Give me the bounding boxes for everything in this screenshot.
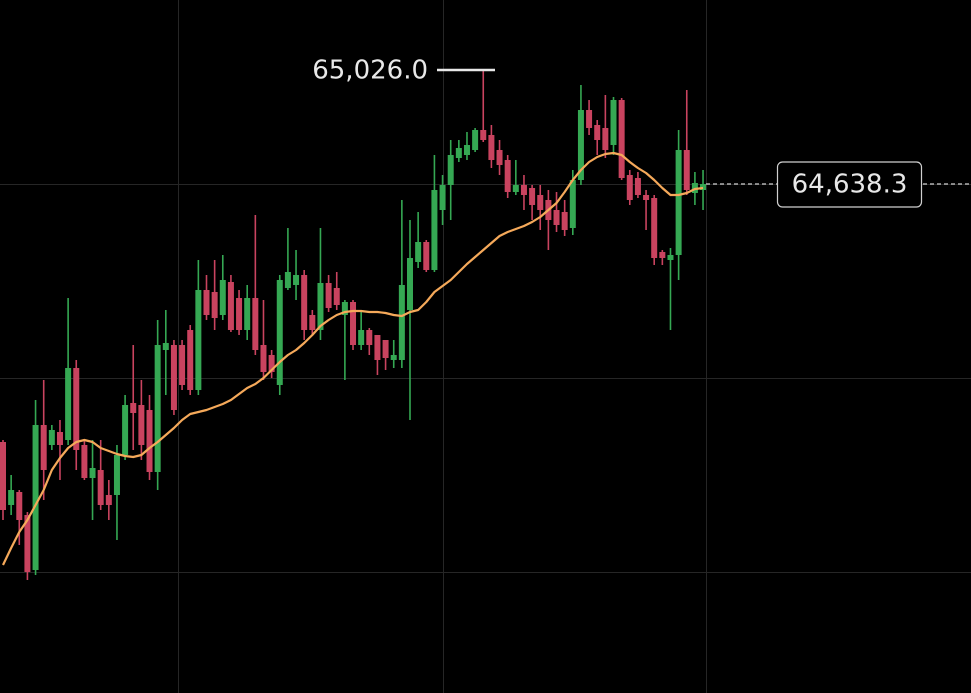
candle-body (586, 110, 593, 128)
candle-body (659, 252, 666, 258)
last-price-box (776, 161, 923, 208)
candle-body (8, 490, 15, 505)
candle-body (284, 272, 291, 288)
candle-body (309, 315, 316, 330)
candle-body (602, 128, 609, 150)
high-marker-label: 65,026.0 (312, 56, 428, 86)
candle-body (439, 185, 446, 210)
candle-body (561, 212, 568, 230)
candle-body (447, 155, 454, 185)
candle-body (268, 355, 275, 372)
candle-body (423, 242, 430, 270)
candle-body (227, 282, 234, 330)
candle-body (577, 110, 584, 180)
candle-body (122, 405, 129, 455)
candle-body (341, 302, 348, 315)
candle-body (569, 180, 576, 228)
candle-body (40, 425, 47, 470)
candle-body (520, 185, 527, 195)
candle-body (0, 442, 6, 510)
candle-body (350, 302, 357, 345)
candle-body (366, 330, 373, 345)
candle-body (333, 288, 340, 305)
candle-body (472, 130, 479, 150)
candle-body (537, 195, 544, 210)
candle-body (48, 430, 55, 445)
candle-body (65, 368, 72, 440)
candle-body (252, 298, 259, 350)
candle-body (236, 298, 243, 330)
candles (0, 70, 707, 580)
candle-body (683, 150, 690, 190)
candle-body (374, 335, 381, 360)
candle-body (32, 425, 39, 570)
candle-body (610, 100, 617, 145)
candle-body (105, 495, 112, 505)
candle-body (187, 330, 194, 390)
candle-body (618, 100, 625, 178)
candle-body (170, 345, 177, 410)
candle-body (97, 470, 104, 505)
candle-body (325, 283, 332, 308)
candle-body (276, 280, 283, 385)
candle-body (390, 355, 397, 360)
candle-body (81, 445, 88, 478)
candle-body (260, 345, 267, 372)
candle-body (496, 150, 503, 165)
candle-body (358, 330, 365, 345)
candle-body (179, 345, 186, 385)
candle-body (398, 285, 405, 360)
candle-body (203, 290, 210, 315)
candle-body (146, 410, 153, 472)
candle-body (73, 368, 80, 450)
candle-body (195, 290, 202, 390)
candle-body (463, 145, 470, 155)
candle-body (89, 468, 96, 478)
candle-body (113, 455, 120, 495)
candle-body (504, 160, 511, 192)
candle-body (16, 492, 23, 520)
candle-body (301, 275, 308, 330)
candle-body (162, 343, 169, 350)
candle-body (431, 190, 438, 270)
candle-body (211, 292, 218, 318)
candle-body (626, 175, 633, 200)
candle-body (634, 178, 641, 195)
candle-body (293, 275, 300, 285)
candle-body (667, 255, 674, 260)
candle-body (553, 210, 560, 225)
candle-body (130, 403, 137, 413)
candle-body (407, 258, 413, 310)
candle-body (154, 345, 161, 472)
candle-body (382, 340, 389, 358)
candle-body (415, 242, 422, 262)
candle-body (56, 432, 63, 445)
candle-body (24, 515, 31, 572)
candle-body (529, 188, 536, 205)
candle-body (138, 405, 145, 445)
candle-body (594, 125, 601, 140)
candle-body (512, 185, 519, 192)
candle-body (700, 184, 707, 190)
candle-body (675, 150, 682, 255)
candle-body (643, 195, 650, 200)
candle-body (480, 130, 487, 140)
candle-body (244, 298, 251, 330)
candle-body (455, 148, 462, 158)
candle-body (488, 135, 495, 160)
candle-body (651, 198, 658, 258)
last-price-label: 64,638.3 (792, 170, 908, 200)
candle-body (219, 280, 226, 315)
candle-body (317, 283, 324, 330)
moving-average-line (2, 151, 704, 566)
